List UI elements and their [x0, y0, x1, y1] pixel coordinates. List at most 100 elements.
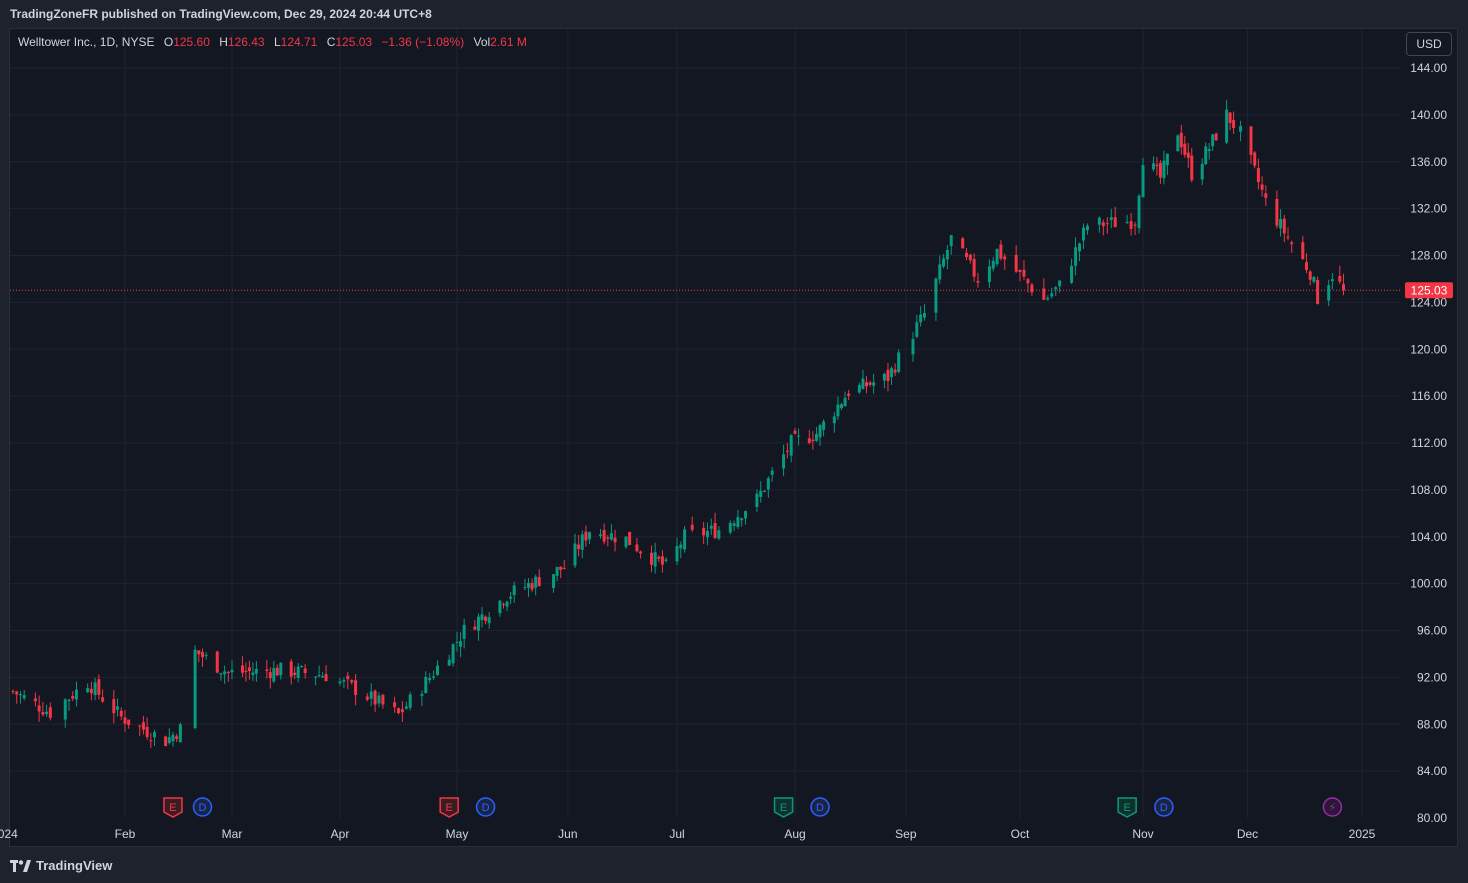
candle [393, 696, 397, 713]
candle [1305, 253, 1308, 273]
candle [740, 517, 744, 527]
candle [613, 529, 617, 552]
candle [717, 526, 721, 541]
earnings-marker[interactable]: E [773, 797, 794, 818]
candle [71, 691, 75, 702]
candle [455, 631, 459, 652]
candle [1214, 132, 1218, 141]
candle [584, 525, 588, 547]
candle [836, 396, 840, 420]
candle [679, 541, 683, 559]
candle [1290, 240, 1294, 253]
y-tick-label: 92.00 [1417, 670, 1447, 684]
candle [534, 574, 538, 596]
svg-text:D: D [482, 802, 490, 814]
candle [1286, 227, 1290, 241]
candle [1249, 126, 1253, 164]
chart-frame[interactable] [9, 28, 1458, 847]
candle [296, 663, 300, 683]
candle [763, 490, 767, 493]
candle [74, 681, 78, 707]
candle [1239, 120, 1243, 142]
candle [861, 369, 865, 390]
candle [1253, 150, 1257, 169]
candle [487, 612, 491, 629]
candle [1176, 134, 1180, 152]
candle [15, 690, 19, 704]
candle [635, 537, 639, 553]
x-tick-label: Apr [331, 827, 350, 841]
candlestick-chart[interactable]: 144.00 140.00 136.00 132.00 128.00 124.00 120.… [0, 0, 1468, 849]
candle [127, 719, 131, 729]
x-tick-label: 2025 [1349, 827, 1376, 841]
candle [459, 632, 463, 658]
candle [369, 683, 373, 707]
top-bar: TradingZoneFR published on TradingView.c… [0, 0, 1468, 28]
candle [965, 247, 968, 261]
y-tick-label: 116.00 [1411, 389, 1447, 403]
candle [577, 535, 581, 557]
candle [1003, 253, 1007, 270]
candle [759, 481, 763, 503]
candle [1046, 295, 1050, 301]
candle [599, 529, 602, 539]
event-markers[interactable]: E D E D E D E D ⚡ [163, 797, 1343, 818]
candle [18, 691, 22, 704]
candle [41, 701, 45, 717]
candle [675, 537, 679, 566]
candle [606, 534, 610, 547]
candle [86, 683, 90, 694]
earnings-marker[interactable]: E [439, 797, 459, 818]
candle [1162, 150, 1166, 185]
candle [893, 363, 897, 377]
candle [872, 373, 876, 394]
candle [991, 256, 995, 272]
candle [744, 510, 748, 525]
svg-text:D: D [816, 802, 824, 814]
candle [404, 701, 408, 710]
currency-button[interactable]: USD [1406, 32, 1452, 56]
y-tick-label: 104.00 [1410, 530, 1447, 544]
candle [509, 591, 513, 605]
footer [0, 849, 1468, 883]
candle [1155, 157, 1159, 176]
candle [702, 521, 706, 544]
candle [1225, 99, 1229, 145]
y-axis: 144.00 140.00 136.00 132.00 128.00 124.00 120.… [1410, 61, 1447, 825]
candle [338, 677, 342, 686]
earnings-marker[interactable]: E [1117, 797, 1137, 818]
tradingview-logo[interactable]: TradingView [10, 858, 112, 873]
candle [968, 253, 972, 264]
dividend-marker[interactable]: D [810, 797, 830, 817]
dividend-marker[interactable]: D [1154, 797, 1174, 817]
candle [272, 660, 276, 684]
candle [279, 662, 283, 680]
x-tick-label: Jul [669, 827, 684, 841]
candle [373, 689, 377, 712]
x-tick-label: Mar [222, 827, 243, 841]
candle [1200, 158, 1204, 186]
candle [484, 615, 488, 625]
y-tick-label: 80.00 [1417, 811, 1447, 825]
y-tick-label: 124.00 [1410, 295, 1447, 309]
candle [839, 402, 843, 411]
candle [897, 349, 901, 374]
candle [219, 672, 223, 681]
candle [33, 692, 37, 707]
y-tick-label: 144.00 [1410, 61, 1447, 75]
candle [976, 272, 980, 288]
candle [537, 569, 541, 587]
candle [244, 662, 248, 682]
earnings-marker[interactable]: E [163, 797, 183, 818]
candle [919, 306, 923, 327]
candle [868, 380, 872, 387]
candle [63, 697, 67, 728]
candle [1207, 142, 1211, 160]
candle [197, 650, 201, 663]
candle [890, 366, 894, 385]
split-marker[interactable]: ⚡ [1322, 797, 1343, 817]
dividend-marker[interactable]: D [475, 797, 496, 817]
candle [639, 550, 643, 559]
dividend-marker[interactable]: D [192, 797, 213, 817]
candle [505, 600, 509, 612]
